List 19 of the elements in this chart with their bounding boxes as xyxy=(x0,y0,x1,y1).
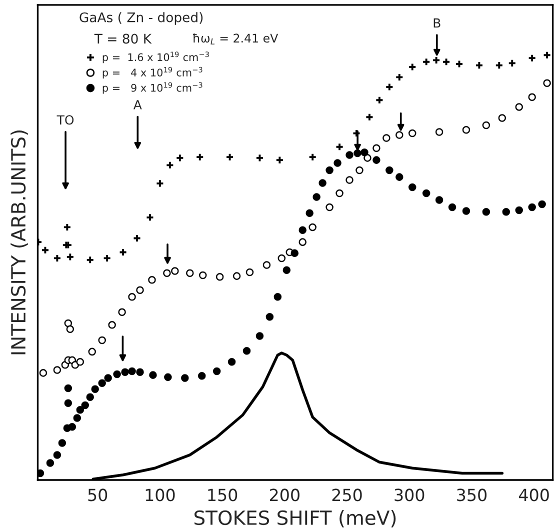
chart-subtitle: T = 80 K xyxy=(94,34,152,44)
y-axis-title: INTENSITY (ARB.UNITS) xyxy=(10,130,28,354)
legend-label: p = 1.6 x 10$^{19}$ cm$^{−3}$ xyxy=(102,52,209,64)
legend-label: p = 9 x 10$^{19}$ cm$^{−3}$ xyxy=(102,82,202,94)
x-tick-label: 250 xyxy=(332,488,362,502)
x-tick-label: 300 xyxy=(394,488,424,502)
x-tick-label: 50 xyxy=(88,488,108,502)
x-axis-title: STOKES SHIFT (meV) xyxy=(194,510,396,528)
annotation: TO xyxy=(56,115,74,125)
legend-label: p = 4 x 10$^{19}$ cm$^{−3}$ xyxy=(102,66,202,78)
annotation: A xyxy=(133,100,142,110)
x-tick-label: 150 xyxy=(208,488,238,502)
text: ħω$_{L}$ = 2.41 eV xyxy=(192,33,278,44)
x-tick-label: 100 xyxy=(146,488,175,502)
text: B xyxy=(434,18,440,28)
chart-title: GaAs ( Zn - doped) xyxy=(80,12,203,25)
x-tick-label: 350 xyxy=(457,488,487,502)
x-tick-label: 400 xyxy=(518,488,549,502)
x-tick-label: 200 xyxy=(270,488,300,502)
